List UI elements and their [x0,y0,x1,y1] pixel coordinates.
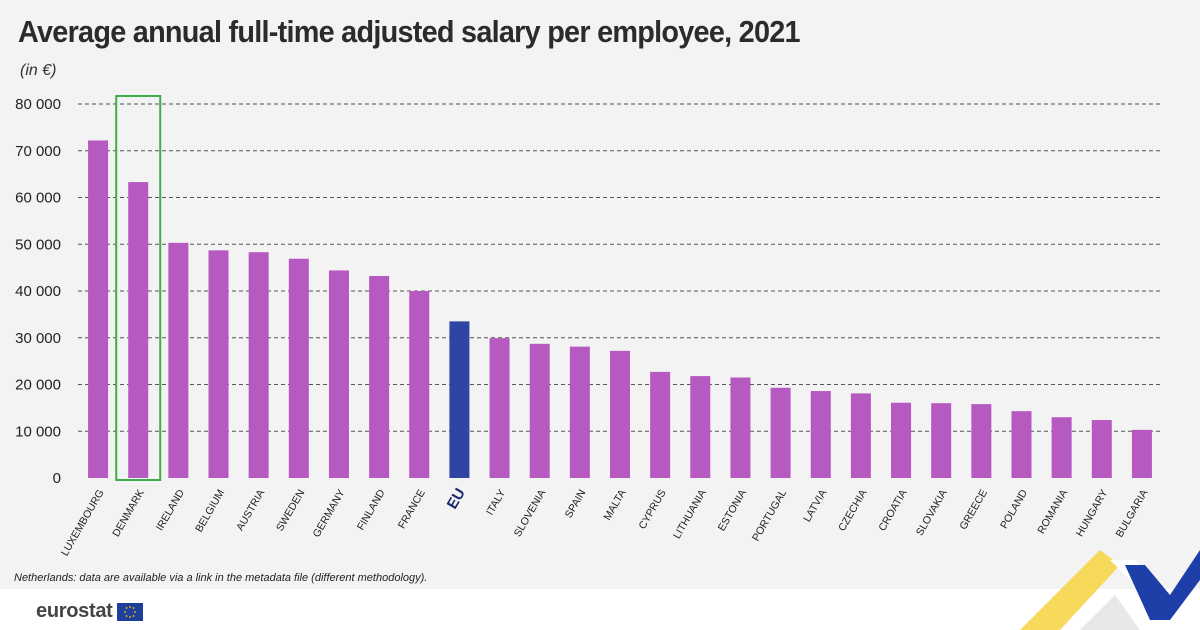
bar-portugal [770,387,791,478]
bar-czechia [850,393,871,478]
x-tick-label: CZECHIA [836,488,869,534]
x-tick-label: DENMARK [110,488,147,539]
x-tick-label: SWEDEN [274,488,307,534]
y-tick-label: 30 000 [15,330,61,347]
bar-italy [489,338,510,478]
eurostat-logo: eurostat [36,600,143,623]
y-tick-label: 60 000 [15,190,61,207]
x-tick-label: SPAIN [563,488,589,521]
x-tick-label: MALTA [601,488,628,523]
bar-slovakia [931,403,952,478]
y-tick-label: 70 000 [15,143,61,160]
y-tick-label: 10 000 [15,423,61,440]
bar-france [409,291,430,478]
y-tick-label: 40 000 [15,283,61,300]
x-tick-label: FRANCE [396,488,428,531]
bar-malta [610,350,630,478]
bar-estonia [730,377,751,478]
bar-croatia [891,402,912,478]
y-tick-label: 0 [53,470,61,487]
x-axis-labels: LUXEMBOURG DENMARK IRELAND BELGIUM AUSTRIA SW… [59,486,1151,559]
bar-latvia [810,391,831,478]
x-tick-label: SLOVAKIA [914,488,950,538]
x-tick-label: ESTONIA [716,488,749,534]
x-tick-label: LATVIA [801,488,829,525]
bar-belgium [208,250,229,478]
bar-luxembourg [88,140,109,478]
x-tick-label: AUSTRIA [234,488,267,533]
x-tick-label: EU [444,486,469,513]
x-tick-label: LITHUANIA [671,488,709,541]
bar-slovenia [529,343,550,478]
highlight-box [115,95,162,481]
unit-label: (in €) [20,62,57,79]
bars [88,140,1152,478]
chart-title: Average annual full-time adjusted salary… [18,14,801,49]
bar-sweden [288,258,309,478]
bar-romania [1051,417,1072,478]
bar-austria [248,252,269,478]
logo-text: eurostat [36,600,113,622]
x-tick-label: GREECE [957,487,990,531]
x-tick-label: PORTUGAL [750,487,789,543]
footnote: Netherlands: data are available via a li… [14,572,428,584]
bar-lithuania [690,376,711,478]
bar-poland [1011,411,1032,478]
x-tick-label: GERMANY [311,488,348,540]
x-tick-label: FINLAND [355,487,388,532]
bar-finland [369,276,390,478]
x-tick-label: BELGIUM [193,488,227,535]
x-tick-label: ITALY [484,488,508,518]
bar-germany [328,270,349,478]
y-tick-label: 50 000 [15,236,61,253]
eu-flag-icon [116,602,143,621]
bar-ireland [168,242,189,478]
x-tick-label: IRELAND [154,487,187,533]
bar-chart: 0 10 000 20 000 30 000 40 000 50 000 60 000 70 … [15,95,1162,559]
y-axis-ticks: 0 10 000 20 000 30 000 40 000 50 000 60 000 70 … [15,96,61,487]
x-tick-label: CYPRUS [636,488,668,532]
bar-bulgaria [1131,429,1152,478]
x-tick-label: LUXEMBOURG [59,488,107,559]
bar-greece [971,404,992,478]
bar-eu [449,321,470,478]
y-tick-label: 80 000 [15,96,61,113]
x-tick-label: SLOVENIA [512,488,549,539]
bar-cyprus [650,371,671,478]
y-tick-label: 20 000 [15,377,61,394]
footer-band [0,589,1200,630]
corner-decoration [1020,550,1200,630]
bar-denmark [128,182,149,478]
bar-spain [569,346,590,478]
bar-hungary [1091,420,1112,478]
x-tick-label: CROATIA [876,488,909,534]
